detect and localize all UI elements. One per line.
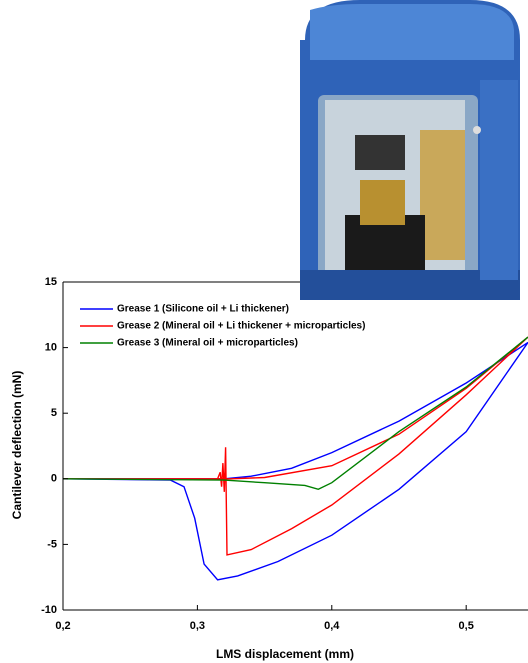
y-tick-label: 5 (51, 407, 57, 419)
y-tick-label: -5 (47, 538, 57, 550)
legend-label: Grease 3 (Mineral oil + microparticles) (117, 338, 298, 349)
y-axis-title: Cantilever deflection (mN) (10, 371, 24, 520)
series-line (62, 341, 528, 581)
axes: -10 -5 0 5 10 15 0,2 0,3 0,4 0,5 (41, 276, 528, 632)
legend-label: Grease 1 (Silicone oil + Li thickener) (117, 304, 289, 315)
legend-label: Grease 2 (Mineral oil + Li thickener + m… (117, 321, 365, 332)
x-axis-title: LMS displacement (mm) (216, 647, 354, 661)
y-tick-label: 10 (45, 342, 57, 354)
legend: Grease 1 (Silicone oil + Li thickener) Gr… (80, 304, 365, 349)
instrument-photo (300, 0, 520, 300)
series-line (62, 336, 528, 491)
y-tick-label: 0 (51, 473, 57, 485)
y-tick-label: -10 (41, 604, 57, 616)
series-line (63, 336, 528, 556)
plot-area (62, 336, 528, 581)
x-tick-label: 0,5 (459, 620, 474, 632)
y-tick-label: 15 (45, 276, 57, 288)
x-tick-label: 0,2 (55, 620, 70, 632)
x-tick-label: 0,4 (324, 620, 340, 632)
x-tick-label: 0,3 (190, 620, 205, 632)
